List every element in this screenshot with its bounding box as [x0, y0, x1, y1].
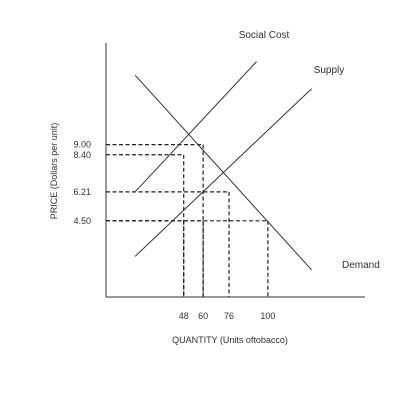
demand-curve — [134, 74, 312, 271]
demand-label: Demand — [342, 260, 380, 271]
social-cost-curve — [134, 61, 257, 193]
x-axis-title: QUANTITY (Units oftobacco) — [172, 335, 288, 345]
y-tick-label: 6.21 — [73, 187, 91, 197]
guide-lines-layer — [106, 144, 269, 297]
axes-layer — [105, 43, 365, 298]
x-tick-label: 100 — [260, 311, 275, 321]
x-tick-label: 48 — [179, 311, 189, 321]
y-tick-label: 4.50 — [73, 216, 91, 226]
x-tick-label: 60 — [198, 311, 208, 321]
curves-layer — [134, 61, 312, 271]
curve-labels-layer: Social Cost Supply Demand — [239, 30, 380, 271]
supply-label: Supply — [314, 65, 345, 76]
x-tick-label: 76 — [224, 311, 234, 321]
y-axis-title: PRICE (Dollars per unit) — [49, 123, 59, 220]
social-cost-label: Social Cost — [239, 30, 290, 41]
y-tick-label: 9.00 — [73, 140, 91, 150]
tick-labels-layer: 48 60 76 100 4.50 6.21 8.409.00 — [73, 140, 275, 321]
y-tick-label: 8.40 — [73, 150, 91, 160]
